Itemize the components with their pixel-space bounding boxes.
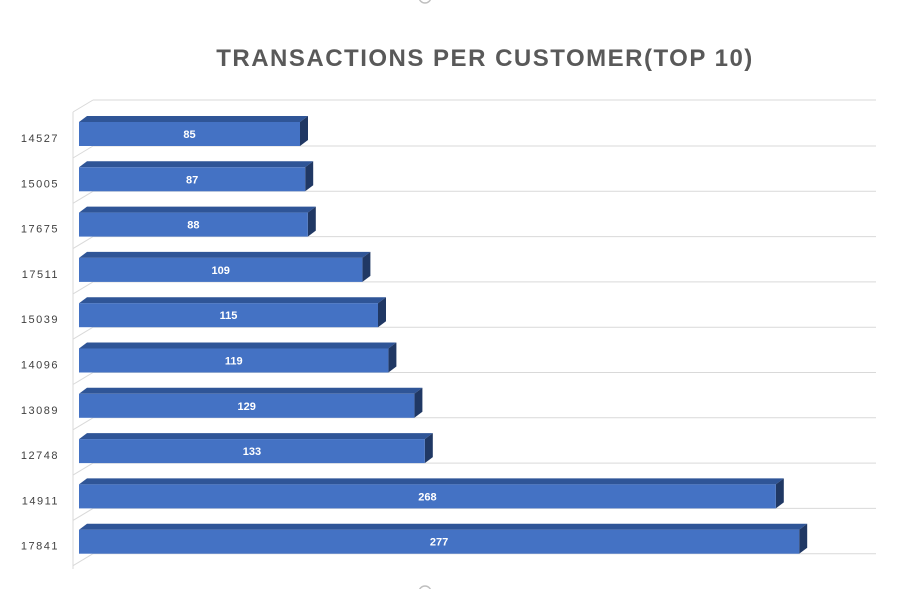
bar-top-face <box>79 478 784 485</box>
bar-side-face <box>388 342 397 373</box>
bar-side-face <box>414 387 423 418</box>
bar <box>79 303 378 328</box>
wall-top-diagonal <box>72 99 94 113</box>
grid-diagonal <box>72 507 94 521</box>
bar-top-face <box>79 523 808 530</box>
data-label: 88 <box>187 220 199 232</box>
bar-side-face <box>775 478 784 509</box>
grid-diagonal <box>72 417 94 431</box>
bar <box>79 122 300 146</box>
bar-side-face <box>799 523 808 554</box>
bar-side-face <box>300 116 308 146</box>
category-tick-label: 15005 <box>21 178 59 190</box>
grid-diagonal <box>72 553 94 567</box>
bar-top-face <box>79 342 397 349</box>
grid-diagonal <box>72 145 94 159</box>
bar-side-face <box>362 251 371 282</box>
data-label: 85 <box>183 129 195 141</box>
chart-handle-bottom <box>418 585 432 589</box>
bar-side-face <box>305 161 314 192</box>
bar <box>79 484 776 509</box>
bar <box>79 212 308 237</box>
bar <box>79 348 389 373</box>
bar-top-face <box>79 161 314 168</box>
category-tick-label: 14096 <box>21 360 59 372</box>
chart-title: TRANSACTIONS PER CUSTOMER(TOP 10) <box>216 45 754 72</box>
data-label: 87 <box>186 174 198 186</box>
bar <box>79 439 425 464</box>
category-tick-label: 12748 <box>21 450 59 462</box>
bar <box>79 257 363 282</box>
bar <box>79 529 800 554</box>
category-tick-label: 14527 <box>21 133 59 145</box>
bars: 85 87 88 109 115 119 129 133 268 277 <box>79 116 808 554</box>
data-label: 277 <box>430 537 448 549</box>
bar-top-face <box>79 116 308 122</box>
bar <box>79 167 306 192</box>
data-label: 115 <box>220 310 238 322</box>
data-label: 268 <box>418 491 436 503</box>
chart-handle-top <box>418 0 432 4</box>
grid-diagonal <box>72 326 94 340</box>
data-label: 109 <box>212 265 230 277</box>
bar-top-face <box>79 433 433 440</box>
category-tick-label: 17675 <box>21 224 59 236</box>
grid-diagonal <box>72 190 94 204</box>
data-label: 133 <box>243 446 261 458</box>
category-tick-label: 17841 <box>21 541 59 553</box>
bar-top-face <box>79 206 316 213</box>
category-tick-label: 17511 <box>22 269 59 281</box>
bar-top-face <box>79 251 371 258</box>
grid-diagonal <box>72 462 94 476</box>
category-ticks: 14527 15005 17675 17511 15039 14096 13089 12748… <box>21 133 59 553</box>
plot-frame <box>72 99 876 569</box>
bar-side-face <box>424 433 433 464</box>
grid-diagonal <box>72 281 94 295</box>
category-tick-label: 14911 <box>22 495 59 507</box>
data-label: 119 <box>225 356 243 368</box>
data-label: 129 <box>238 401 256 413</box>
bar-side-face <box>378 297 386 328</box>
bar <box>79 393 415 418</box>
bar-top-face <box>79 387 423 394</box>
category-tick-label: 15039 <box>21 314 59 326</box>
bar-side-face <box>307 206 316 237</box>
bar-top-face <box>79 297 386 304</box>
grid-diagonal <box>72 236 94 250</box>
grid-diagonal <box>72 372 94 385</box>
category-tick-label: 13089 <box>21 405 59 417</box>
